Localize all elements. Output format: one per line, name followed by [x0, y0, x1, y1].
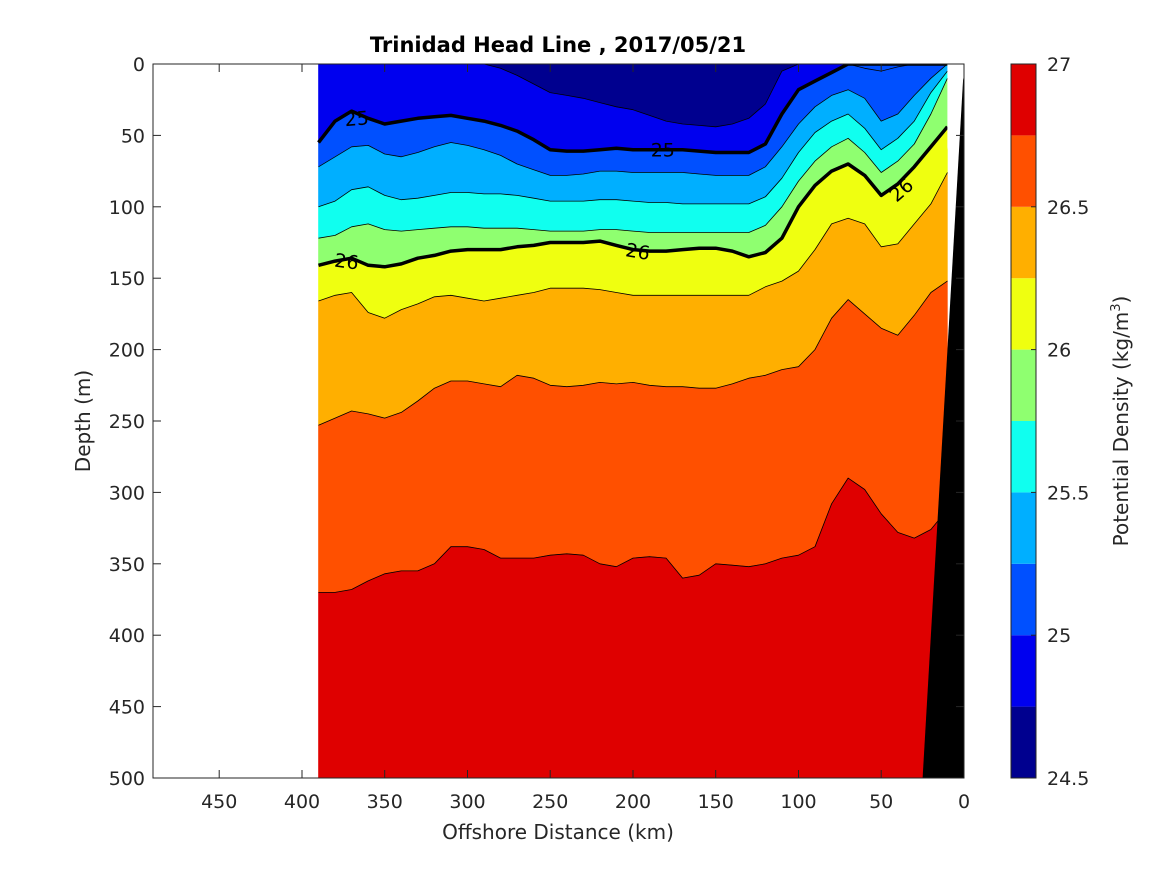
- labeled-contour-line: [318, 125, 949, 269]
- x-tick-label: 400: [284, 791, 320, 813]
- colorbar-title-end: ): [1109, 296, 1133, 304]
- colorbar-frame: [1010, 63, 1037, 779]
- labeled-contour-lines: [317, 64, 949, 269]
- colorbar-tick-label: 26.5: [1047, 197, 1089, 219]
- x-tick-label: 150: [698, 791, 734, 813]
- labeled-contour-line: [317, 64, 948, 155]
- x-tick-label: 350: [367, 791, 403, 813]
- seafloor-wedge: [922, 64, 964, 778]
- y-tick-label: 500: [109, 768, 145, 790]
- colorbar-segment: [1011, 278, 1036, 350]
- colorbar-title-main: Potential Density (kg/m: [1109, 312, 1133, 547]
- contour-label-group: 26: [624, 239, 652, 265]
- y-tick-label: 350: [109, 554, 145, 576]
- colorbar-tick-label: 24.5: [1047, 768, 1089, 790]
- contour-label-group: 25: [651, 140, 675, 162]
- colorbar-segment: [1011, 492, 1036, 564]
- x-tick-label: 0: [958, 791, 970, 813]
- x-tick-label: 250: [532, 791, 568, 813]
- contour-line: [318, 280, 948, 426]
- y-tick-label: 200: [109, 340, 145, 362]
- coastal-gap: [947, 64, 964, 150]
- colorbar-segment: [1011, 349, 1036, 421]
- colorbar-title: Potential Density (kg/m3): [1109, 296, 1133, 547]
- x-axis-title: Offshore Distance (km): [442, 820, 674, 844]
- y-tick-label: 450: [109, 697, 145, 719]
- contour-line: [318, 64, 948, 176]
- colorbar-title-superscript: 3: [1109, 303, 1124, 311]
- colorbar-tick-label: 27: [1047, 54, 1071, 76]
- x-tick-label: 300: [449, 791, 485, 813]
- x-tick-label: 100: [780, 791, 816, 813]
- y-axis-ticks: 0 50 100 150 200 250 300 350 400 450 500: [109, 54, 964, 790]
- x-tick-label: 50: [869, 791, 893, 813]
- y-tick-label: 300: [109, 482, 145, 504]
- contour-line: [318, 70, 948, 208]
- contour-label: 26: [333, 250, 360, 275]
- chart-title: Trinidad Head Line , 2017/05/21: [370, 33, 746, 57]
- colorbar-tick-label: 25.5: [1047, 482, 1089, 504]
- colorbar-segment: [1011, 635, 1036, 707]
- y-tick-label: 0: [133, 54, 145, 76]
- contour-label-group: 25: [344, 107, 370, 131]
- contour-label-group: 26: [333, 250, 360, 275]
- y-tick-label: 250: [109, 411, 145, 433]
- y-tick-label: 50: [121, 125, 145, 147]
- colorbar-segment: [1011, 421, 1036, 493]
- colorbar-ticks: 24.5 25 25.5 26 26.5 27: [1031, 54, 1089, 790]
- contour-label: 25: [344, 107, 370, 131]
- y-axis-title: Depth (m): [71, 370, 95, 472]
- contour-line: [318, 477, 948, 593]
- colorbar-tick-label: 25: [1047, 625, 1071, 647]
- contour-line: [318, 172, 948, 319]
- colorbar-segment: [1011, 706, 1036, 778]
- colorbar-segment: [1011, 135, 1036, 207]
- y-tick-label: 100: [109, 197, 145, 219]
- colorbar: [1010, 63, 1037, 779]
- colorbar-segment: [1011, 563, 1036, 636]
- contour-line: [318, 64, 948, 128]
- band-edge-lines: [318, 64, 948, 593]
- x-tick-label: 450: [201, 791, 237, 813]
- contour-label: 26: [624, 239, 652, 265]
- contour-label: 25: [651, 140, 675, 162]
- x-tick-label: 200: [615, 791, 651, 813]
- colorbar-segment: [1011, 206, 1036, 279]
- x-axis-ticks: 450 400 350 300 250 200 150 100 50 0: [201, 64, 970, 813]
- colorbar-tick-label: 26: [1047, 340, 1071, 362]
- y-tick-label: 150: [109, 268, 145, 290]
- contour-line: [318, 78, 948, 239]
- bathymetry: [922, 64, 964, 778]
- y-tick-label: 400: [109, 625, 145, 647]
- density-bands: [318, 64, 948, 778]
- colorbar-segment: [1011, 64, 1036, 136]
